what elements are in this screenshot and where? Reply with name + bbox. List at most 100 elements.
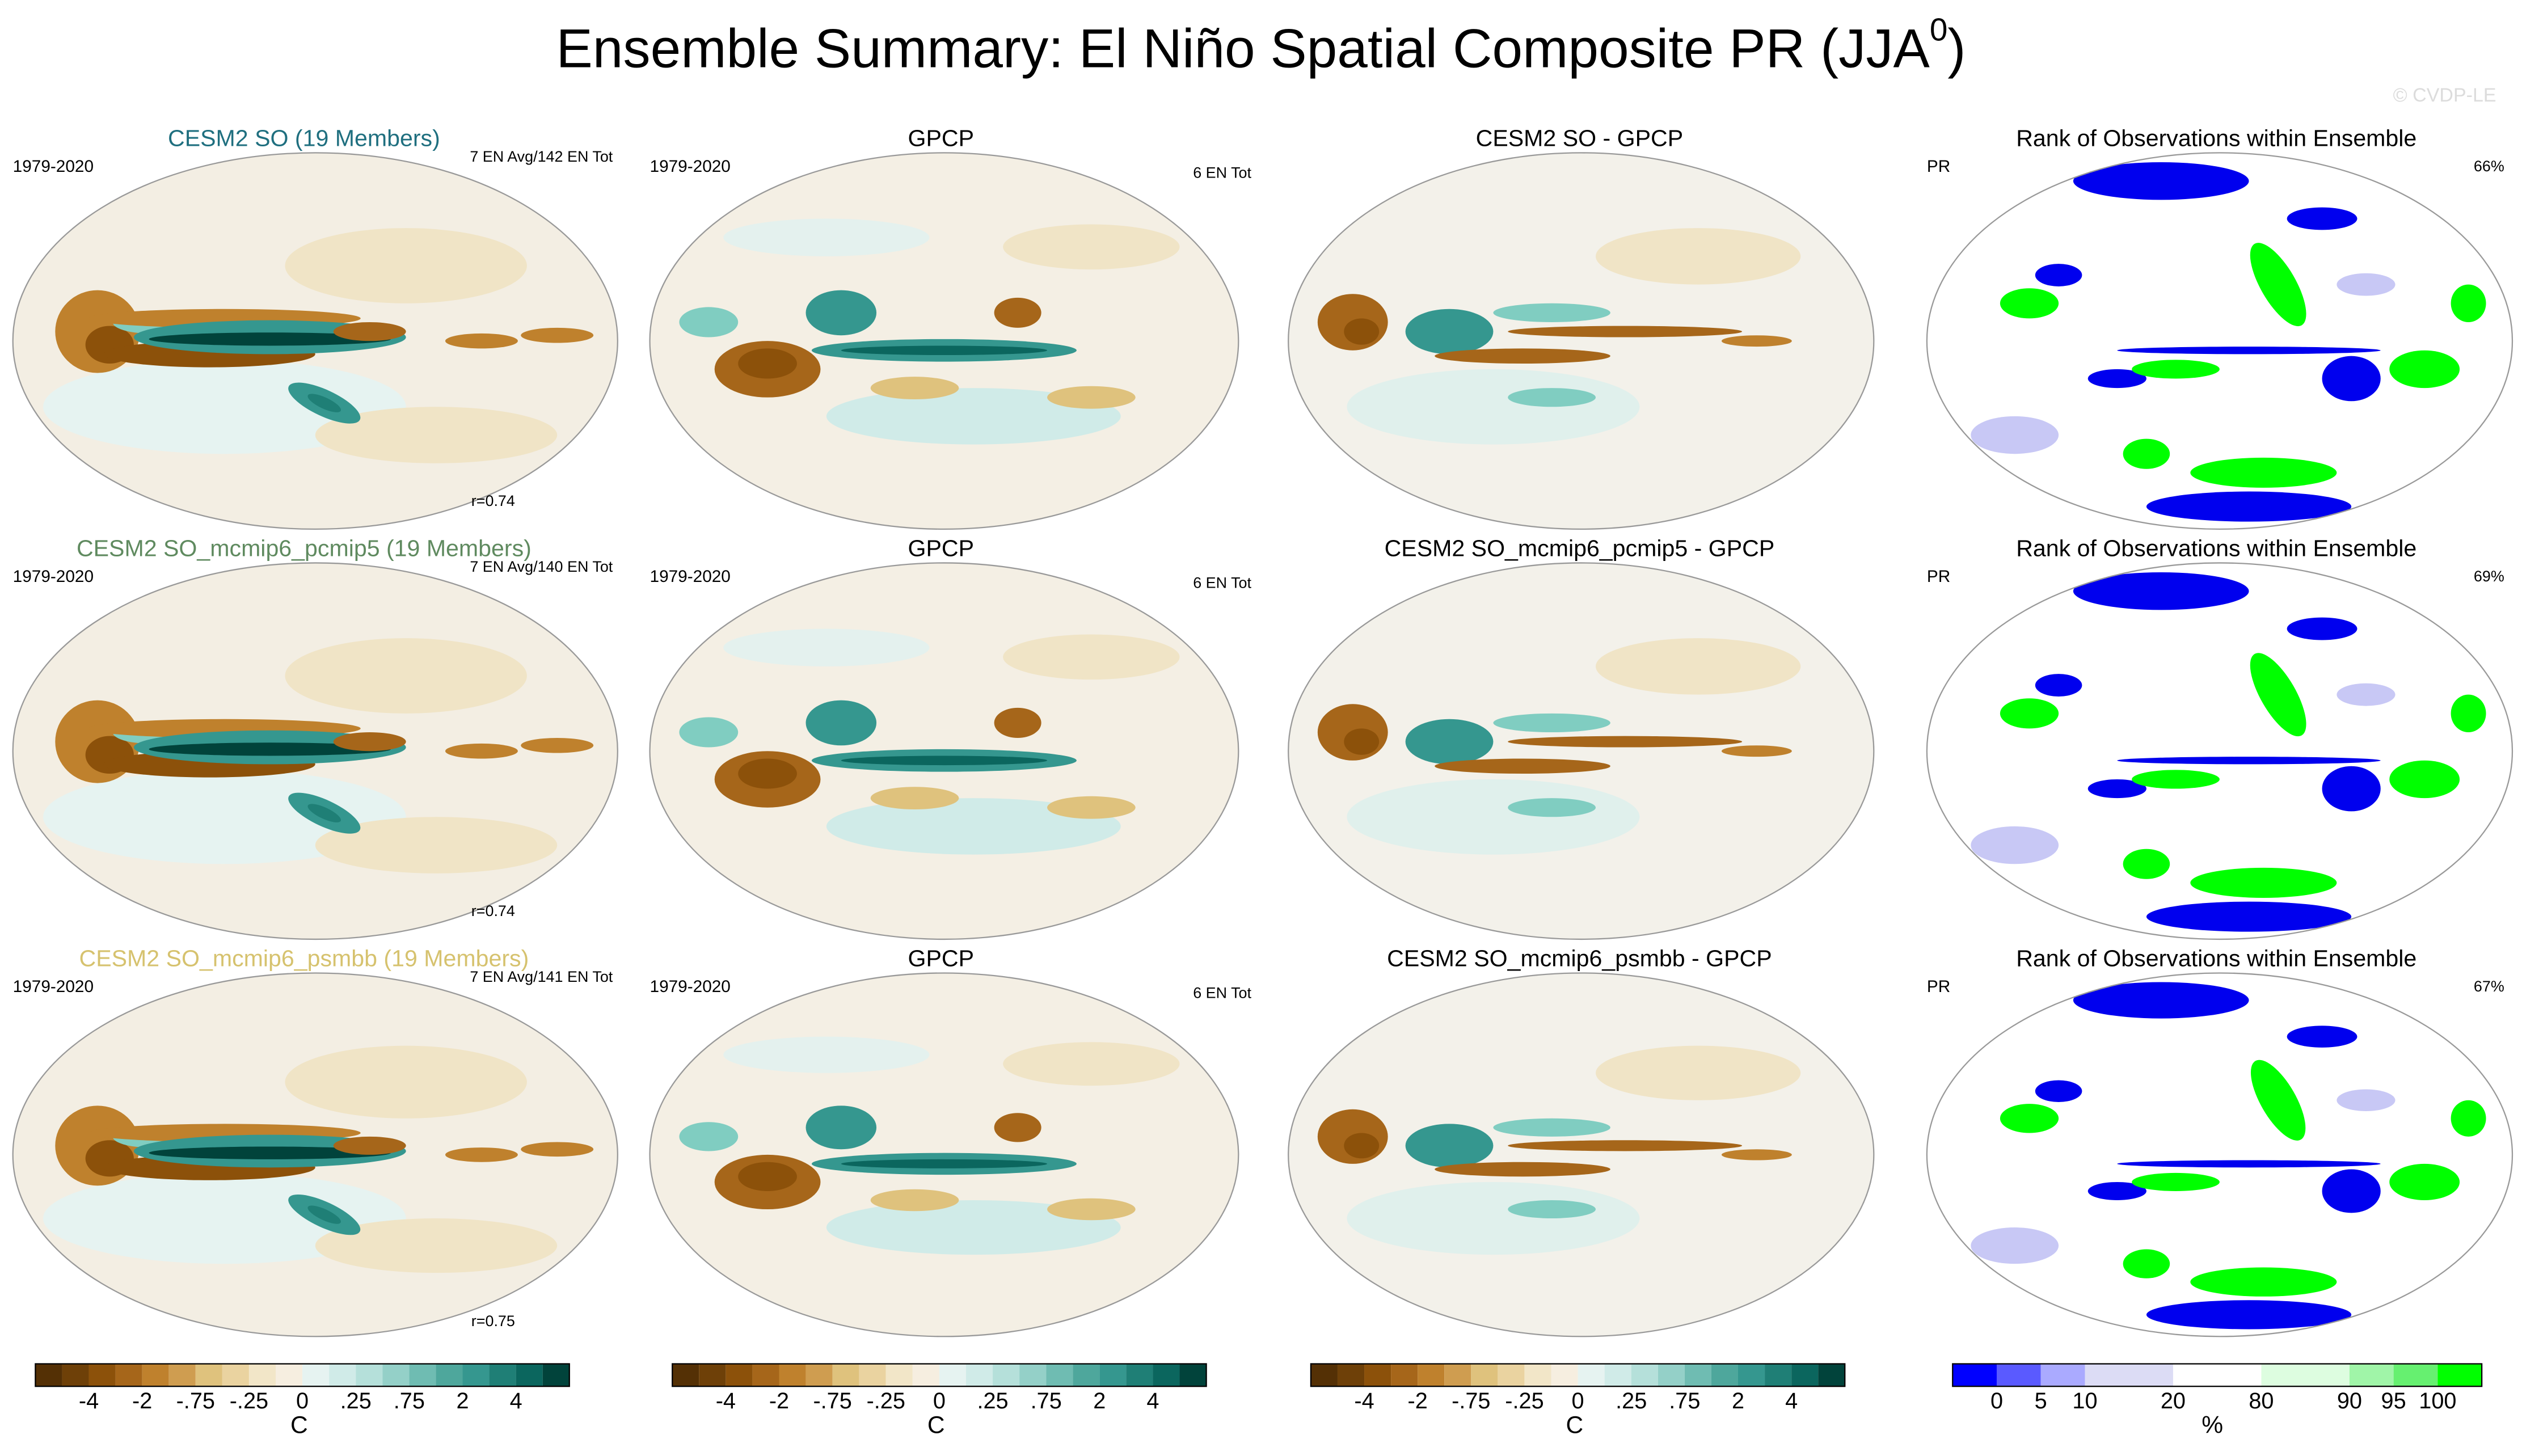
map-field [307, 804, 341, 822]
panel-left-label: PR [1927, 157, 1950, 176]
colorbar-box [1818, 1364, 1845, 1387]
map-field [870, 1189, 959, 1212]
map-field [1435, 348, 1610, 364]
map-field [1047, 796, 1136, 819]
colorbar-frame [672, 1363, 1207, 1387]
map-field [1721, 745, 1792, 757]
map [1926, 973, 2512, 1337]
map-field [2451, 694, 2486, 733]
map-field [2117, 1160, 2381, 1168]
map-field [307, 394, 341, 412]
colorbar-box [115, 1364, 142, 1387]
colorbar-box [752, 1364, 779, 1387]
colorbar-box [1604, 1364, 1631, 1387]
colorbar-box [1631, 1364, 1658, 1387]
panel-title: GPCP [908, 535, 974, 562]
map-field [333, 1136, 406, 1155]
map-field [994, 297, 1041, 328]
map-field [1508, 388, 1596, 407]
colorbar-label: .75 [1031, 1389, 1062, 1413]
map-field [2250, 243, 2306, 327]
map-field [2146, 491, 2352, 522]
colorbar-box [2040, 1364, 2085, 1387]
colorbar-unit: C [290, 1411, 308, 1438]
colorbar-box [885, 1364, 913, 1387]
map-field [2190, 867, 2337, 898]
map-field [1344, 728, 1380, 755]
map-field [1344, 318, 1380, 345]
map-field [43, 360, 406, 454]
map-field [2073, 982, 2249, 1019]
map-field [805, 290, 877, 336]
panel-title: CESM2 SO - GPCP [1476, 125, 1684, 151]
map-field [2389, 1163, 2460, 1200]
map-field [826, 798, 1121, 855]
map-field [841, 756, 1048, 766]
map [12, 153, 618, 529]
colorbar-box [436, 1364, 463, 1387]
map [12, 973, 618, 1337]
map-field [1047, 386, 1136, 409]
map-field [445, 1147, 518, 1162]
panel-right-label: 7 EN Avg/140 EN Tot [470, 558, 613, 575]
colorbar-label: 100 [2419, 1389, 2456, 1413]
colorbar-box [302, 1364, 330, 1387]
map-field [521, 327, 594, 343]
colorbar-label: 5 [2035, 1389, 2047, 1413]
colorbar-box [275, 1364, 303, 1387]
map-field [870, 377, 959, 399]
colorbar-box [1684, 1364, 1711, 1387]
map-field [285, 638, 527, 714]
panel-title: CESM2 SO_mcmip6_pcmip5 - GPCP [1385, 535, 1775, 562]
map-field [2035, 264, 2082, 286]
map-field [994, 1113, 1041, 1142]
colorbar-box [1498, 1364, 1525, 1387]
colorbar-label: -.75 [176, 1389, 215, 1413]
colorbar-box [2085, 1364, 2173, 1387]
colorbar-label: 4 [1785, 1389, 1798, 1413]
colorbar-label: 2 [456, 1389, 469, 1413]
map-field [1971, 416, 2059, 454]
colorbar-box [329, 1364, 356, 1387]
panel-title: Rank of Observations within Ensemble [2016, 946, 2416, 972]
map-field [1596, 1045, 1801, 1100]
map-field [2000, 698, 2059, 729]
map-outline [649, 152, 1239, 530]
colorbar-label: 2 [1093, 1389, 1106, 1413]
map-outline [1288, 562, 1875, 940]
map-field [149, 332, 391, 346]
map-field [445, 743, 518, 759]
panel-left-label: 1979-2020 [650, 567, 731, 586]
colorbar-label: .75 [1669, 1389, 1700, 1413]
colorbar-frame [1310, 1363, 1846, 1387]
map-field [2337, 1089, 2396, 1111]
map-field [1003, 1042, 1180, 1086]
colorbar-box [993, 1364, 1020, 1387]
map-outline [649, 562, 1239, 940]
map-outline [1288, 972, 1875, 1337]
colorbar-box [462, 1364, 490, 1387]
panel-correlation: r=0.74 [471, 902, 515, 919]
colorbar-box [1471, 1364, 1498, 1387]
map-field [307, 1205, 341, 1224]
colorbar-label: .25 [340, 1389, 372, 1413]
colorbar-box [912, 1364, 939, 1387]
map-field [2035, 1080, 2082, 1102]
map-field [1596, 638, 1801, 695]
panel-title: Rank of Observations within Ensemble [2016, 125, 2416, 151]
map-background [1926, 563, 2512, 939]
map-field [1721, 335, 1792, 347]
colorbar-box [1337, 1364, 1365, 1387]
colorbar-label: .75 [394, 1389, 425, 1413]
map-field [2123, 849, 2170, 879]
colorbar-label: 80 [2249, 1389, 2274, 1413]
map-field [2117, 347, 2381, 354]
colorbar-label: -.25 [1505, 1389, 1543, 1413]
panel-left-label: 1979-2020 [13, 157, 94, 176]
map-field [738, 348, 797, 379]
map-field [723, 218, 930, 256]
colorbar-box [489, 1364, 516, 1387]
map-field [43, 1172, 406, 1264]
colorbar-label: 95 [2381, 1389, 2406, 1413]
